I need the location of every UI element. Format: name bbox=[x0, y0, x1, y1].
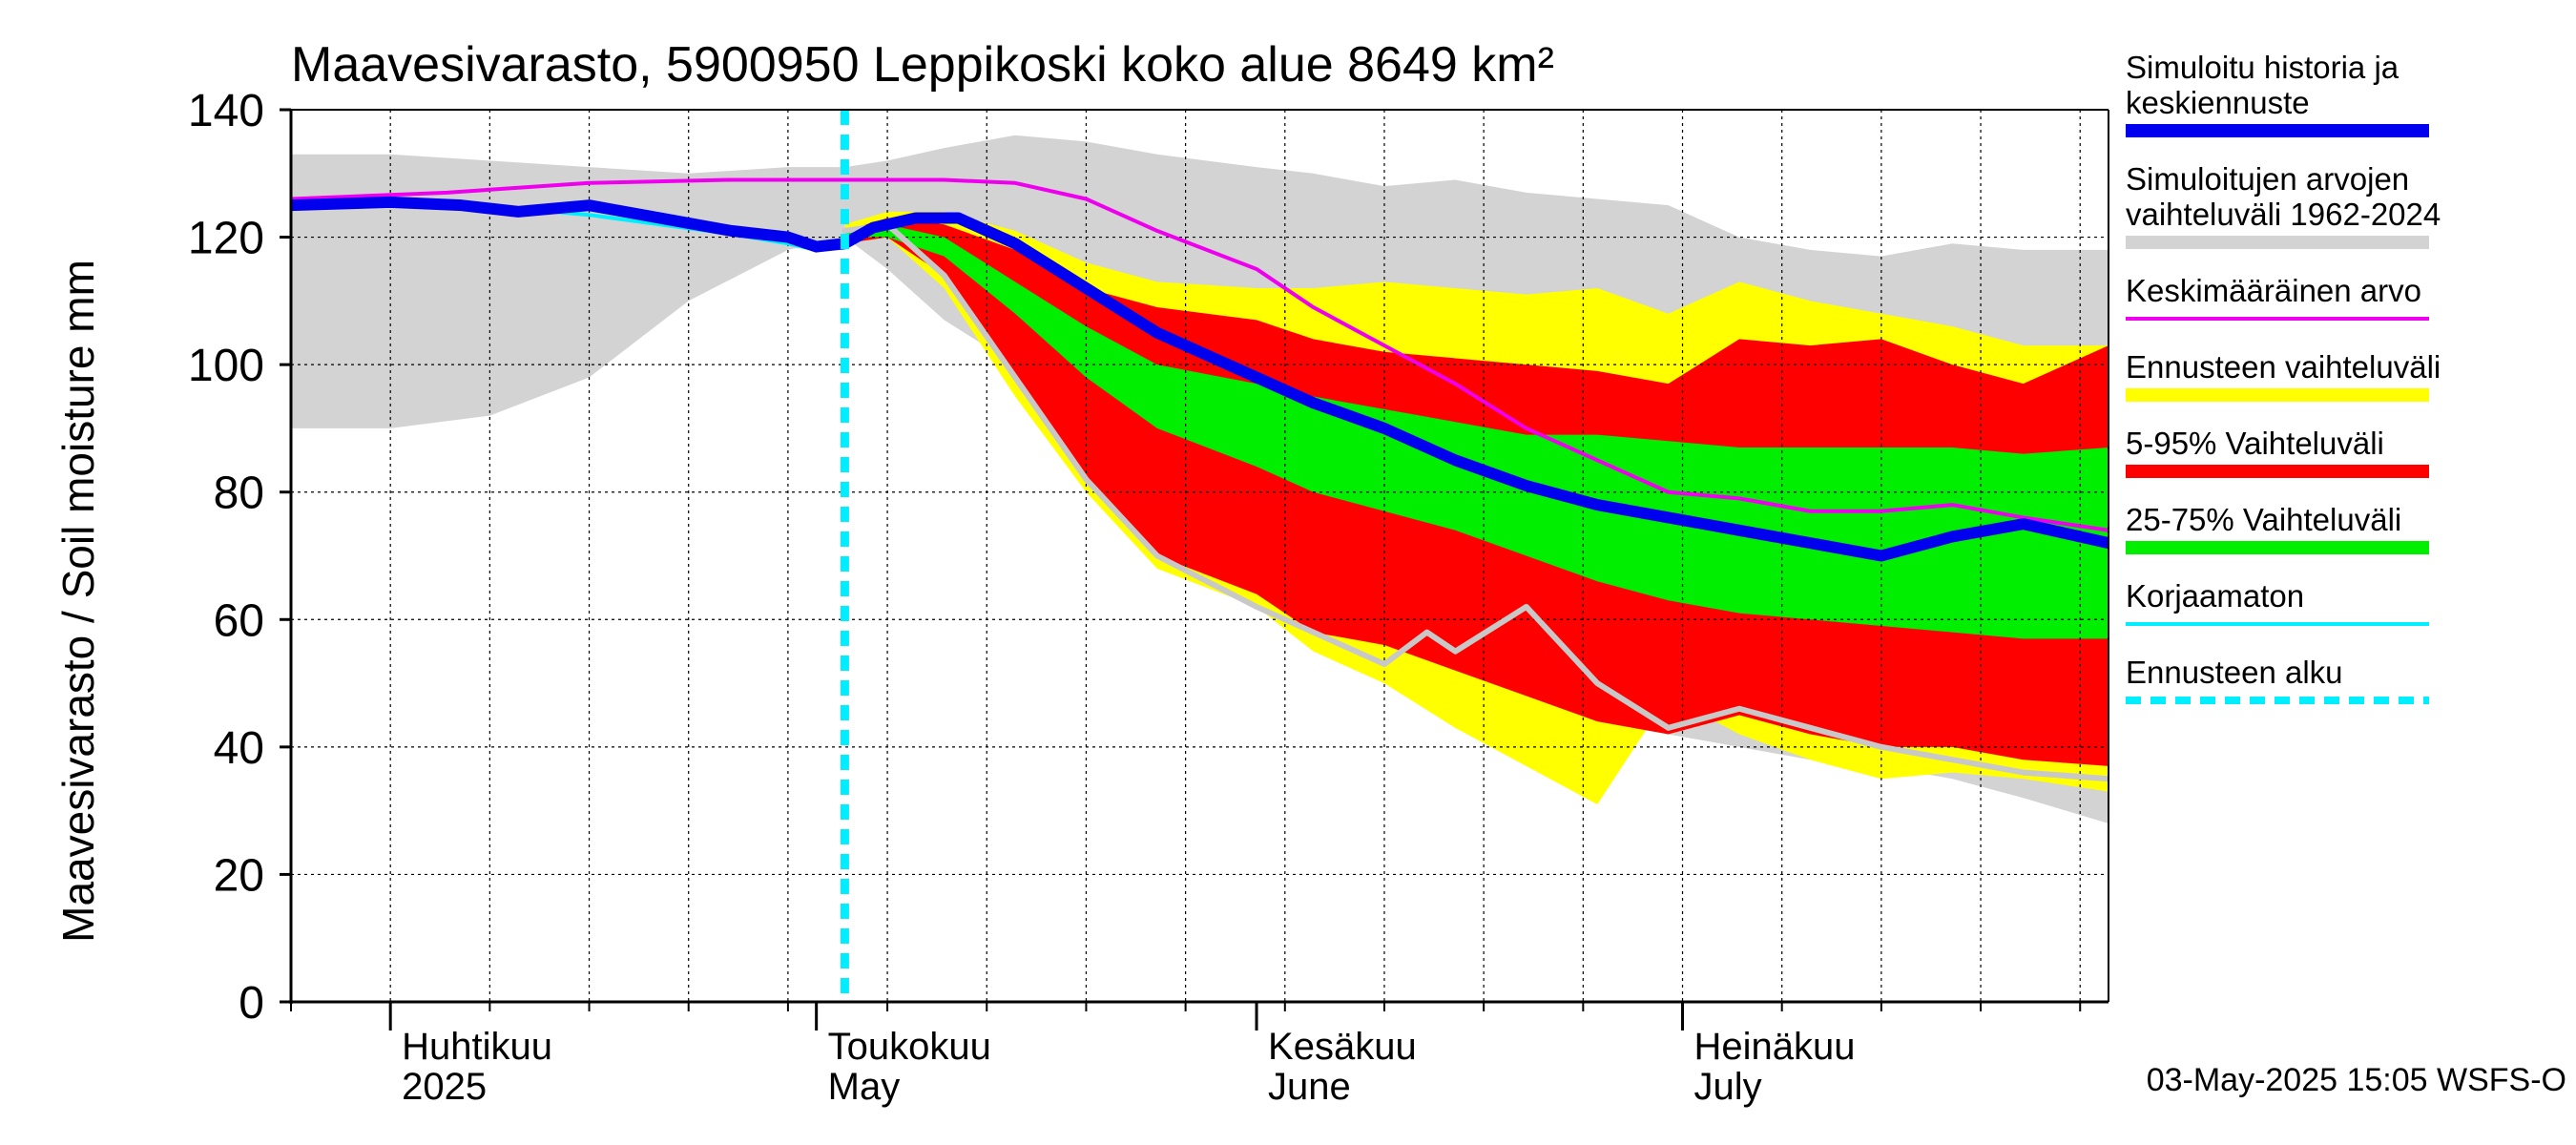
month-label-en-2: June bbox=[1268, 1066, 1351, 1108]
month-label-fi-0: Huhtikuu bbox=[402, 1026, 552, 1068]
legend-label-0: Simuloitu historia ja keskiennuste bbox=[2126, 50, 2407, 120]
month-label-en-1: May bbox=[828, 1066, 901, 1108]
legend-label-1: Simuloitujen arvojen vaihteluväli 1962-2… bbox=[2126, 161, 2441, 232]
y-tick-label-5: 100 bbox=[188, 341, 264, 391]
legend-label-6: Korjaamaton bbox=[2126, 578, 2304, 614]
month-label-en-3: July bbox=[1694, 1066, 1762, 1108]
chart-title: Maavesivarasto, 5900950 Leppikoski koko … bbox=[291, 37, 1554, 93]
series-line-7 bbox=[841, 221, 2109, 782]
y-tick-labels: 0 20 40 60 80 100 120 140 bbox=[188, 86, 291, 1029]
y-tick-label-2: 40 bbox=[214, 723, 264, 774]
footer-timestamp: 03-May-2025 15:05 WSFS-O bbox=[2147, 1062, 2566, 1098]
y-tick-label-0: 0 bbox=[239, 978, 264, 1029]
legend-label-2: Keskimääräinen arvo bbox=[2126, 273, 2421, 308]
y-tick-label-1: 20 bbox=[214, 850, 264, 901]
series-line-5 bbox=[291, 177, 2109, 532]
y-axis-label: Maavesivarasto / Soil moisture mm bbox=[53, 260, 103, 943]
legend-label-3: Ennusteen vaihteluväli bbox=[2126, 349, 2441, 385]
legend-label-4: 5-95% Vaihteluväli bbox=[2126, 426, 2384, 461]
band-layer bbox=[291, 135, 2109, 823]
month-label-fi-2: Kesäkuu bbox=[1268, 1026, 1417, 1068]
series-line-4 bbox=[291, 196, 2109, 562]
legend-label-7: Ennusteen alku bbox=[2126, 655, 2343, 690]
month-label-fi-1: Toukokuu bbox=[828, 1026, 991, 1068]
y-tick-label-7: 140 bbox=[188, 86, 264, 136]
y-tick-label-6: 120 bbox=[188, 214, 264, 264]
axes bbox=[289, 109, 2109, 1004]
x-ticks bbox=[290, 1002, 2082, 1030]
legend-label-5: 25-75% Vaihteluväli bbox=[2126, 502, 2401, 537]
legend: Simuloitu historia ja keskiennuste Simulo… bbox=[2126, 50, 2441, 704]
month-label-en-0: 2025 bbox=[402, 1066, 487, 1108]
y-tick-label-4: 80 bbox=[214, 468, 264, 519]
y-tick-label-3: 60 bbox=[214, 595, 264, 646]
line-layer bbox=[291, 110, 2109, 1002]
grid-lines bbox=[290, 109, 2109, 1002]
month-label-fi-3: Heinäkuu bbox=[1694, 1026, 1856, 1068]
